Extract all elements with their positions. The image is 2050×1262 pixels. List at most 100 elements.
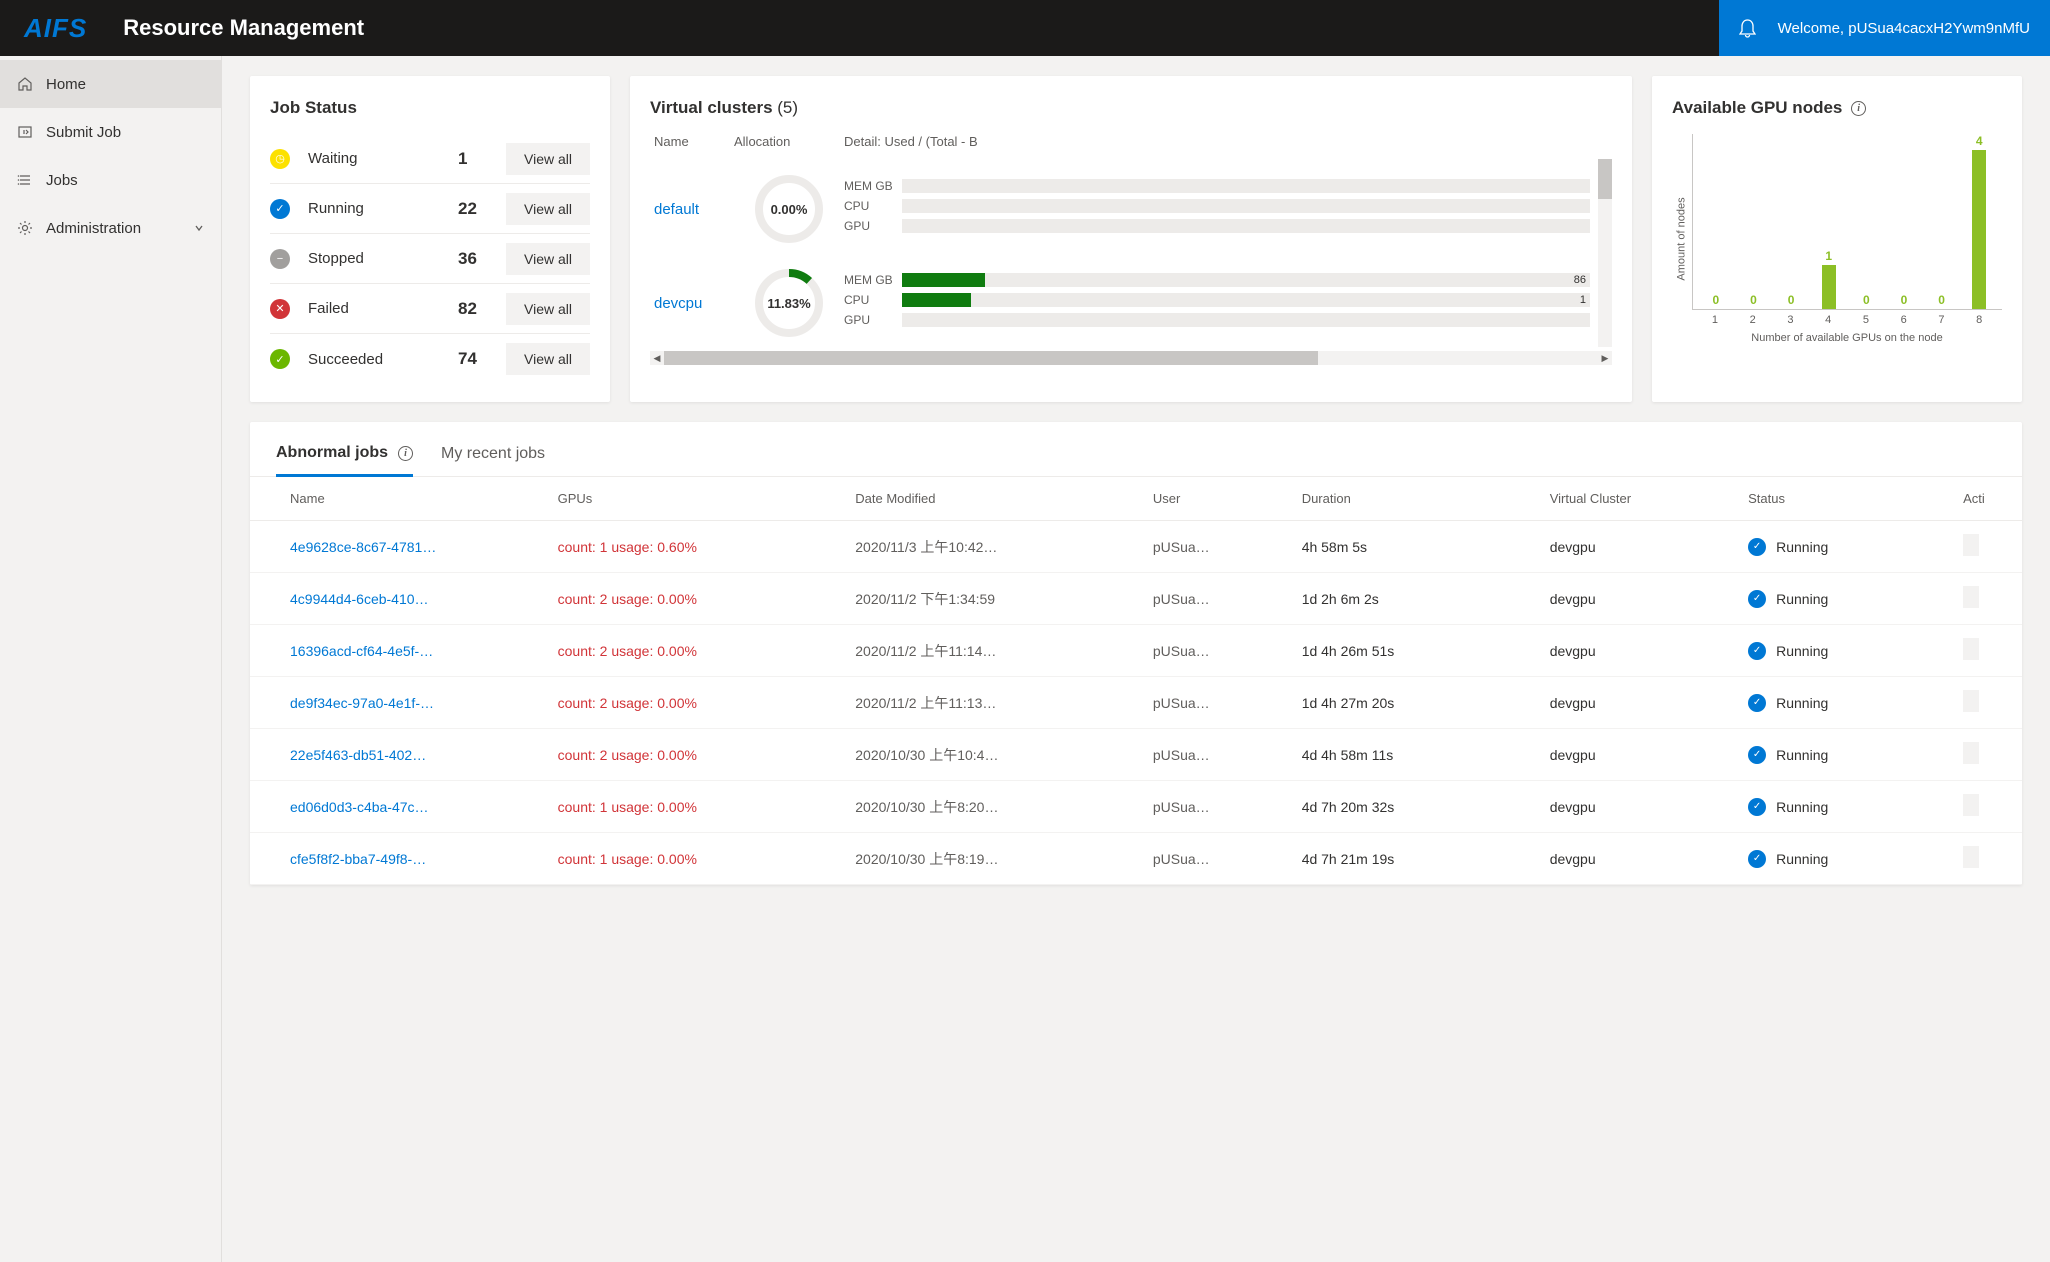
gpu-xtick: 8 bbox=[1960, 314, 1998, 326]
running-status-icon: ✓ bbox=[1748, 538, 1766, 556]
job-vc: devgpu bbox=[1540, 729, 1738, 781]
job-action[interactable] bbox=[1953, 625, 2022, 677]
job-user: pUSua… bbox=[1143, 677, 1292, 729]
job-name-link[interactable]: 22e5f463-db51-402… bbox=[250, 729, 548, 781]
job-name-link[interactable]: 4c9944d4-6ceb-410… bbox=[250, 573, 548, 625]
action-button[interactable] bbox=[1963, 742, 1979, 764]
job-action[interactable] bbox=[1953, 781, 2022, 833]
job-name-link[interactable]: cfe5f8f2-bba7-49f8-… bbox=[250, 833, 548, 885]
jobs-card: Abnormal jobs i My recent jobs Name GPUs… bbox=[250, 422, 2022, 885]
job-duration: 4h 58m 5s bbox=[1292, 521, 1540, 573]
scroll-left-icon[interactable]: ◀ bbox=[650, 353, 664, 364]
gpu-xtick: 2 bbox=[1734, 314, 1772, 326]
donut-pct-label: 0.00% bbox=[753, 173, 825, 245]
table-row: ed06d0d3-c4ba-47c… count: 1 usage: 0.00%… bbox=[250, 781, 2022, 833]
action-button[interactable] bbox=[1963, 690, 1979, 712]
gpu-bar-col: 1 bbox=[1810, 134, 1848, 309]
action-button[interactable] bbox=[1963, 846, 1979, 868]
job-user: pUSua… bbox=[1143, 625, 1292, 677]
vc-name-link[interactable]: devcpu bbox=[654, 295, 734, 312]
tab-my-recent-jobs[interactable]: My recent jobs bbox=[441, 444, 545, 476]
sidebar-item-home[interactable]: Home bbox=[0, 60, 221, 108]
gpu-xtick: 3 bbox=[1772, 314, 1810, 326]
view-all-button[interactable]: View all bbox=[506, 293, 590, 325]
col-action[interactable]: Acti bbox=[1953, 477, 2022, 521]
notification-bell-icon[interactable] bbox=[1739, 19, 1756, 38]
status-row-succeeded: ✓ Succeeded 74 View all bbox=[270, 334, 590, 384]
col-duration[interactable]: Duration bbox=[1292, 477, 1540, 521]
job-gpus: count: 2 usage: 0.00% bbox=[548, 729, 846, 781]
vc-scrollbar-horizontal[interactable]: ◀ ▶ bbox=[650, 351, 1612, 365]
gpu-bar-value: 0 bbox=[1901, 293, 1908, 307]
status-label: Stopped bbox=[308, 250, 458, 267]
gpu-bar-col: 4 bbox=[1960, 134, 1998, 309]
job-action[interactable] bbox=[1953, 573, 2022, 625]
scroll-right-icon[interactable]: ▶ bbox=[1598, 353, 1612, 364]
table-row: 4c9944d4-6ceb-410… count: 2 usage: 0.00%… bbox=[250, 573, 2022, 625]
job-action[interactable] bbox=[1953, 521, 2022, 573]
tab-abnormal-jobs[interactable]: Abnormal jobs i bbox=[276, 444, 413, 477]
detail-gpu-label: GPU bbox=[844, 219, 902, 233]
succeeded-status-icon: ✓ bbox=[270, 349, 290, 369]
action-button[interactable] bbox=[1963, 534, 1979, 556]
vc-allocation-donut: 0.00% bbox=[734, 173, 844, 245]
gpu-bar-value: 4 bbox=[1976, 134, 1983, 148]
gpu-xlabel: Number of available GPUs on the node bbox=[1692, 332, 2002, 344]
gpu-bar-col: 0 bbox=[1697, 134, 1735, 309]
vc-name-link[interactable]: default bbox=[654, 201, 734, 218]
vc-header-name: Name bbox=[654, 134, 734, 149]
detail-mem-label: MEM GB bbox=[844, 179, 902, 193]
col-date[interactable]: Date Modified bbox=[845, 477, 1143, 521]
vc-header-allocation: Allocation bbox=[734, 134, 844, 149]
action-button[interactable] bbox=[1963, 586, 1979, 608]
status-row-failed: ✕ Failed 82 View all bbox=[270, 284, 590, 334]
job-name-link[interactable]: 16396acd-cf64-4e5f-… bbox=[250, 625, 548, 677]
view-all-button[interactable]: View all bbox=[506, 193, 590, 225]
view-all-button[interactable]: View all bbox=[506, 143, 590, 175]
brand-logo[interactable]: AIFS bbox=[0, 13, 111, 44]
gpu-bar-value: 0 bbox=[1788, 293, 1795, 307]
view-all-button[interactable]: View all bbox=[506, 343, 590, 375]
col-gpus[interactable]: GPUs bbox=[548, 477, 846, 521]
job-action[interactable] bbox=[1953, 729, 2022, 781]
job-name-link[interactable]: de9f34ec-97a0-4e1f-… bbox=[250, 677, 548, 729]
job-user: pUSua… bbox=[1143, 781, 1292, 833]
view-all-button[interactable]: View all bbox=[506, 243, 590, 275]
sidebar-item-submit-job[interactable]: Submit Job bbox=[0, 108, 221, 156]
info-icon[interactable]: i bbox=[398, 446, 413, 461]
running-status-icon: ✓ bbox=[1748, 694, 1766, 712]
sidebar-item-jobs[interactable]: Jobs bbox=[0, 156, 221, 204]
job-date: 2020/11/2 上午11:13… bbox=[845, 677, 1143, 729]
job-action[interactable] bbox=[1953, 677, 2022, 729]
detail-cpu-label: CPU bbox=[844, 293, 902, 307]
running-status-icon: ✓ bbox=[1748, 746, 1766, 764]
action-button[interactable] bbox=[1963, 794, 1979, 816]
job-name-link[interactable]: ed06d0d3-c4ba-47c… bbox=[250, 781, 548, 833]
col-user[interactable]: User bbox=[1143, 477, 1292, 521]
running-status-icon: ✓ bbox=[1748, 850, 1766, 868]
status-count: 74 bbox=[458, 349, 488, 369]
status-row-waiting: ◷ Waiting 1 View all bbox=[270, 134, 590, 184]
sidebar-item-administration[interactable]: Administration bbox=[0, 204, 221, 252]
welcome-bar[interactable]: Welcome, pUSua4cacxH2Ywm9nMfU bbox=[1719, 0, 2050, 56]
col-name[interactable]: Name bbox=[250, 477, 548, 521]
status-count: 1 bbox=[458, 149, 488, 169]
detail-gpu-bar bbox=[902, 313, 1590, 327]
vc-scrollbar-vertical[interactable] bbox=[1598, 159, 1612, 347]
job-name-link[interactable]: 4e9628ce-8c67-4781… bbox=[250, 521, 548, 573]
col-vc[interactable]: Virtual Cluster bbox=[1540, 477, 1738, 521]
job-date: 2020/10/30 上午8:19… bbox=[845, 833, 1143, 885]
job-user: pUSua… bbox=[1143, 833, 1292, 885]
gpu-xtick: 7 bbox=[1923, 314, 1961, 326]
job-vc: devgpu bbox=[1540, 833, 1738, 885]
job-action[interactable] bbox=[1953, 833, 2022, 885]
jobs-header-row: Name GPUs Date Modified User Duration Vi… bbox=[250, 477, 2022, 521]
info-icon[interactable]: i bbox=[1851, 101, 1866, 116]
col-status[interactable]: Status bbox=[1738, 477, 1953, 521]
job-gpus: count: 2 usage: 0.00% bbox=[548, 677, 846, 729]
action-button[interactable] bbox=[1963, 638, 1979, 660]
donut-pct-label: 11.83% bbox=[753, 267, 825, 339]
job-gpus: count: 2 usage: 0.00% bbox=[548, 625, 846, 677]
sidebar-item-label: Submit Job bbox=[46, 124, 121, 141]
submit-icon bbox=[16, 123, 34, 141]
